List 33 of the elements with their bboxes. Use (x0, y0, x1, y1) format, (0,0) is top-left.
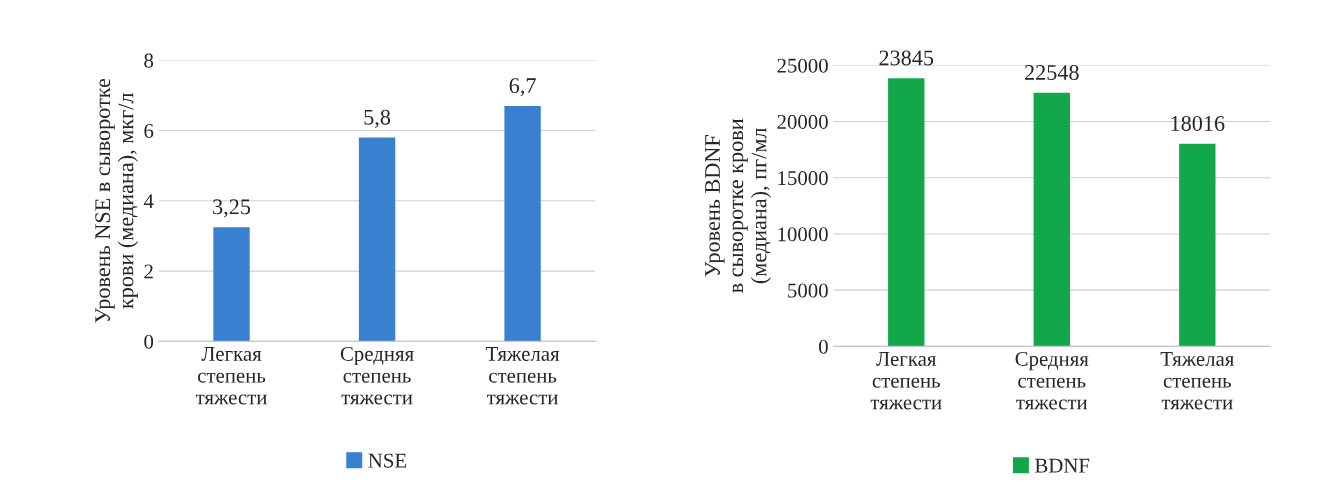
y-tick-label: 5000 (788, 283, 828, 298)
x-tick-label: Средняя степень тяжести (1015, 351, 1089, 410)
x-tick-label: Тяжелая степень тяжести (1160, 352, 1234, 410)
bar (888, 78, 925, 347)
data-label: 22548 (1024, 64, 1079, 80)
bar (504, 105, 541, 342)
y-tick-label: 10000 (778, 227, 828, 242)
bar (1179, 143, 1216, 347)
y-tick-label: 20000 (777, 114, 828, 129)
data-label: 5,8 (364, 109, 391, 128)
data-label: 23845 (879, 50, 934, 66)
legend-label: BDNF (1035, 458, 1090, 473)
y-tick-label: 8 (144, 53, 154, 68)
data-label: 6,7 (509, 78, 536, 97)
data-label: 3,25 (213, 199, 251, 218)
y-tick-label: 2 (144, 264, 153, 279)
bar (213, 227, 250, 342)
y-axis-title: Уровень BDNF в сыворотке крови (медиана), пг/мл (705, 118, 771, 293)
y-tick-label: 0 (144, 334, 154, 349)
y-tick-label: 25000 (777, 58, 828, 73)
y-tick-label: 4 (143, 194, 154, 209)
bar (1033, 92, 1070, 347)
x-tick-label: Легкая степень тяжести (195, 347, 267, 405)
y-tick-label: 6 (144, 123, 154, 138)
x-tick-label: Легкая степень тяжести (870, 352, 942, 410)
x-tick-label: Тяжелая степень тяжести (485, 347, 560, 405)
y-tick-label: 15000 (778, 171, 828, 186)
y-tick-label: 0 (819, 339, 828, 354)
legend-label: NSE (368, 453, 407, 468)
y-axis-title: Уровень NSE в сыворотке крови (медиана), мкг/л (95, 78, 138, 323)
data-label: 18016 (1171, 115, 1225, 131)
x-tick-label: Средняя степень тяжести (340, 346, 414, 405)
bar (358, 137, 396, 342)
